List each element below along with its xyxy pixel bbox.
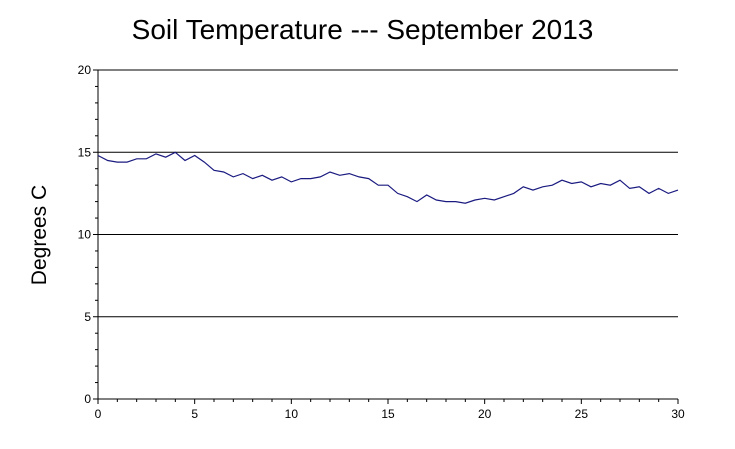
x-tick-label: 20 bbox=[478, 407, 492, 421]
y-tick-label: 20 bbox=[78, 63, 92, 77]
ticks: 0 5 10 15 20 0 5 10 15 20 25 30 bbox=[78, 63, 685, 421]
series-group bbox=[97, 151, 679, 204]
x-tick-label: 5 bbox=[191, 407, 198, 421]
y-tick-label: 0 bbox=[84, 392, 91, 406]
y-tick-label: 15 bbox=[78, 145, 92, 159]
y-tick-label: 10 bbox=[78, 228, 92, 242]
x-tick-label: 30 bbox=[671, 407, 685, 421]
gridlines bbox=[98, 69, 678, 318]
x-tick-label: 0 bbox=[95, 407, 102, 421]
series-line-0 bbox=[97, 151, 679, 204]
y-tick-label: 5 bbox=[84, 310, 91, 324]
chart-title: Soil Temperature --- September 2013 bbox=[131, 14, 594, 45]
x-tick-label: 15 bbox=[381, 407, 395, 421]
x-tick-label: 25 bbox=[575, 407, 589, 421]
x-tick-label: 10 bbox=[285, 407, 299, 421]
